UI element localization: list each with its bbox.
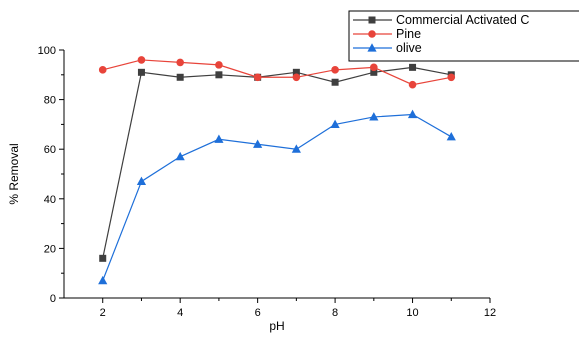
data-point-pine bbox=[370, 63, 378, 72]
y-tick-label: 60 bbox=[44, 144, 56, 156]
data-point-commercial-activated-c bbox=[137, 68, 145, 76]
data-point-commercial-activated-c bbox=[331, 78, 339, 86]
data-point-olive bbox=[330, 119, 340, 128]
y-tick-label: 80 bbox=[44, 95, 56, 107]
legend-label: olive bbox=[396, 41, 422, 55]
legend-marker bbox=[368, 30, 376, 38]
x-axis-title: pH bbox=[269, 319, 284, 333]
data-point-commercial-activated-c bbox=[292, 68, 300, 76]
axes bbox=[63, 50, 490, 299]
data-point-pine bbox=[137, 56, 146, 64]
data-point-pine bbox=[331, 66, 339, 74]
data-point-pine bbox=[408, 80, 417, 89]
data-point-olive bbox=[136, 176, 147, 186]
data-point-commercial-activated-c bbox=[176, 73, 184, 81]
x-tick-label: 4 bbox=[177, 307, 183, 319]
y-tick-label: 100 bbox=[38, 45, 56, 57]
data-point-olive bbox=[407, 109, 418, 119]
data-point-olive bbox=[291, 144, 301, 153]
y-tick-label: 0 bbox=[50, 293, 56, 305]
series-commercial-activated-c bbox=[99, 63, 455, 262]
data-point-pine bbox=[292, 73, 301, 82]
x-tick-label: 2 bbox=[100, 307, 106, 319]
legend-label: Commercial Activated C bbox=[396, 13, 529, 27]
data-point-pine bbox=[98, 66, 107, 74]
data-point-olive bbox=[98, 275, 108, 285]
series-olive bbox=[98, 109, 456, 285]
series-line-commercial-activated-c bbox=[102, 66, 452, 259]
series-line-pine bbox=[102, 59, 452, 86]
y-tick-label: 40 bbox=[44, 194, 56, 206]
data-point-olive bbox=[253, 139, 263, 148]
ticks: 2 4 6 8 10 12 0 20 40 60 80 100 bbox=[38, 45, 496, 319]
data-point-olive bbox=[214, 134, 224, 143]
y-tick-label: 20 bbox=[44, 243, 56, 255]
series-pine bbox=[98, 56, 456, 89]
legend-item-olive: olive bbox=[353, 41, 422, 55]
data-point-pine bbox=[215, 61, 223, 69]
x-tick-label: 12 bbox=[484, 307, 496, 319]
series-line-olive bbox=[102, 113, 452, 281]
data-point-commercial-activated-c bbox=[370, 68, 378, 76]
data-point-pine bbox=[253, 73, 262, 82]
x-tick-label: 8 bbox=[332, 307, 338, 319]
data-point-pine bbox=[447, 73, 456, 82]
legend-marker bbox=[367, 43, 377, 52]
x-tick-label: 6 bbox=[255, 307, 261, 319]
data-point-olive bbox=[446, 132, 456, 141]
legend-label: Pine bbox=[396, 27, 421, 41]
legend-marker bbox=[368, 16, 376, 24]
y-axis-title: % Removal bbox=[7, 143, 21, 204]
legend-item-pine: Pine bbox=[353, 27, 421, 41]
data-point-commercial-activated-c bbox=[99, 254, 107, 262]
data-point-olive bbox=[175, 151, 185, 161]
legend-item-commercial-activated-c: Commercial Activated C bbox=[353, 13, 529, 27]
x-tick-label: 10 bbox=[406, 307, 418, 319]
data-point-pine bbox=[176, 58, 184, 67]
data-point-olive bbox=[369, 112, 379, 121]
data-point-commercial-activated-c bbox=[409, 63, 417, 71]
data-point-commercial-activated-c bbox=[215, 71, 223, 79]
series bbox=[98, 56, 456, 285]
legend-box bbox=[348, 10, 579, 62]
